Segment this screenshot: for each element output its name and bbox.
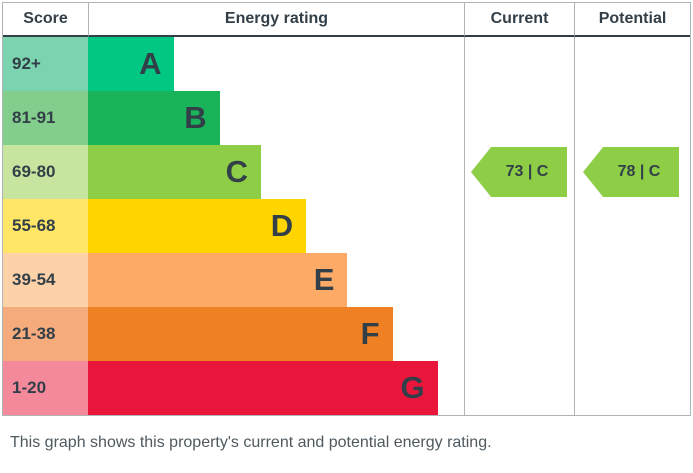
header-energy-rating: Energy rating [88,3,464,37]
score-range: 21-38 [3,307,88,361]
chart-caption: This graph shows this property's current… [10,434,492,451]
bar-track: B [88,91,464,145]
score-range: 81-91 [3,91,88,145]
band-letter: C [225,154,248,189]
current-rating-label: 73 | C [505,163,549,180]
band-row-g: 1-20 G [3,361,464,415]
band-bar: G [88,361,438,415]
band-letter: B [184,100,207,135]
epc-chart: Score Energy rating Current Potential 92… [2,2,691,416]
header-current: Current [464,3,574,37]
score-range: 1-20 [3,361,88,415]
band-bar: C [88,145,261,199]
band-letter: F [360,316,380,351]
potential-rating-label: 78 | C [617,163,661,180]
header-potential: Potential [574,3,690,37]
score-range: 92+ [3,37,88,91]
band-bar: E [88,253,348,307]
band-row-d: 55-68 D [3,199,464,253]
band-rows: 92+ A 81-91 B 69-80 [3,37,464,415]
potential-column: 78 | C [574,37,690,415]
score-range: 55-68 [3,199,88,253]
band-letter: A [139,46,162,81]
band-letter: E [313,262,335,297]
band-row-b: 81-91 B [3,91,464,145]
band-row-e: 39-54 E [3,253,464,307]
band-row-a: 92+ A [3,37,464,91]
bar-track: G [88,361,464,415]
band-bar: A [88,37,175,91]
band-bar: D [88,199,307,253]
bar-track: F [88,307,464,361]
bar-track: D [88,199,464,253]
header-score: Score [3,3,88,37]
current-rating-arrow: 73 | C [471,147,567,197]
band-row-f: 21-38 F [3,307,464,361]
score-range: 69-80 [3,145,88,199]
band-bar: F [88,307,393,361]
bar-track: A [88,37,464,91]
bar-track: C [88,145,464,199]
band-letter: D [270,208,294,243]
band-letter: G [400,370,425,405]
bar-track: E [88,253,464,307]
score-range: 39-54 [3,253,88,307]
current-column: 73 | C [464,37,574,415]
potential-rating-arrow: 78 | C [583,147,679,197]
band-row-c: 69-80 C [3,145,464,199]
band-bar: B [88,91,220,145]
